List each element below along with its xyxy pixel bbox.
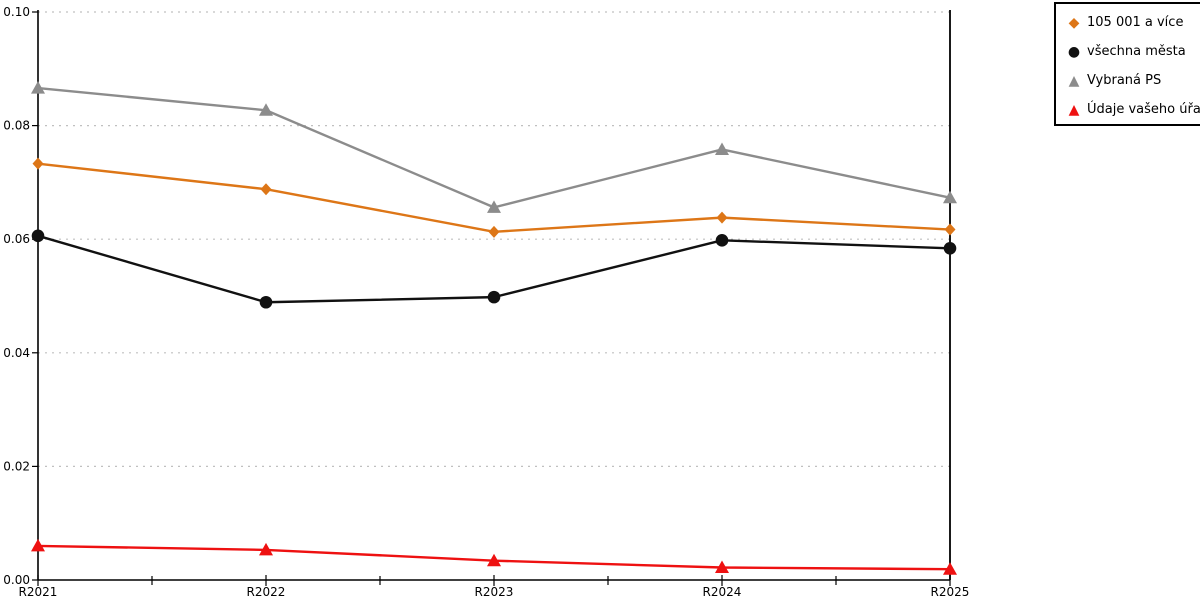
data-point-diamond	[32, 157, 44, 170]
data-point-triangle	[31, 81, 45, 94]
data-point-circle	[259, 295, 273, 309]
legend-label: 105 001 a více	[1087, 15, 1184, 30]
legend-item: ▲ Vybraná PS	[1056, 66, 1200, 95]
data-point-circle	[943, 241, 957, 255]
data-point-triangle	[715, 142, 729, 155]
diamond-marker-icon: ◆	[1068, 14, 1080, 31]
legend-item: ▲ Údaje vašeho úřadu	[1056, 95, 1200, 124]
data-point-circle	[487, 290, 501, 304]
series-line-2	[36, 86, 952, 209]
x-tick-label: R2021	[19, 585, 58, 599]
y-tick-label: 0.08	[3, 119, 30, 133]
data-point-triangle	[715, 560, 729, 574]
series-line-0	[36, 162, 952, 234]
legend-label: všechna města	[1087, 44, 1186, 59]
data-point-triangle	[487, 553, 501, 567]
data-point-circle	[715, 234, 729, 247]
data-point-diamond	[260, 183, 272, 196]
x-tick-label: R2025	[931, 585, 970, 599]
legend-label: Údaje vašeho úřadu	[1087, 102, 1200, 117]
data-point-diamond	[716, 211, 728, 224]
legend: ◆ 105 001 a více ● všechna města ▲ Vybra…	[1054, 2, 1200, 126]
legend-label: Vybraná PS	[1087, 73, 1162, 88]
y-tick-label: 0.00	[3, 573, 30, 587]
x-tick-label: R2022	[247, 585, 286, 599]
y-tick-label: 0.02	[3, 459, 30, 473]
data-point-triangle	[487, 200, 501, 213]
circle-marker-icon: ●	[1067, 43, 1081, 60]
data-point-circle	[31, 229, 45, 243]
data-point-diamond	[944, 223, 956, 236]
data-point-triangle	[943, 190, 957, 204]
data-point-diamond	[488, 225, 500, 238]
legend-item: ◆ 105 001 a více	[1056, 8, 1200, 37]
data-point-triangle	[943, 562, 957, 575]
x-tick-label: R2024	[703, 585, 742, 599]
triangle-marker-icon: ▲	[1068, 101, 1080, 118]
data-point-triangle	[259, 542, 273, 556]
y-tick-label: 0.06	[3, 232, 30, 246]
data-point-triangle	[259, 103, 273, 116]
y-tick-label: 0.10	[3, 5, 30, 19]
y-tick-label: 0.04	[3, 346, 30, 360]
data-point-triangle	[31, 538, 45, 552]
triangle-marker-icon: ▲	[1068, 72, 1080, 89]
legend-item: ● všechna města	[1056, 37, 1200, 66]
x-tick-label: R2023	[475, 585, 514, 599]
